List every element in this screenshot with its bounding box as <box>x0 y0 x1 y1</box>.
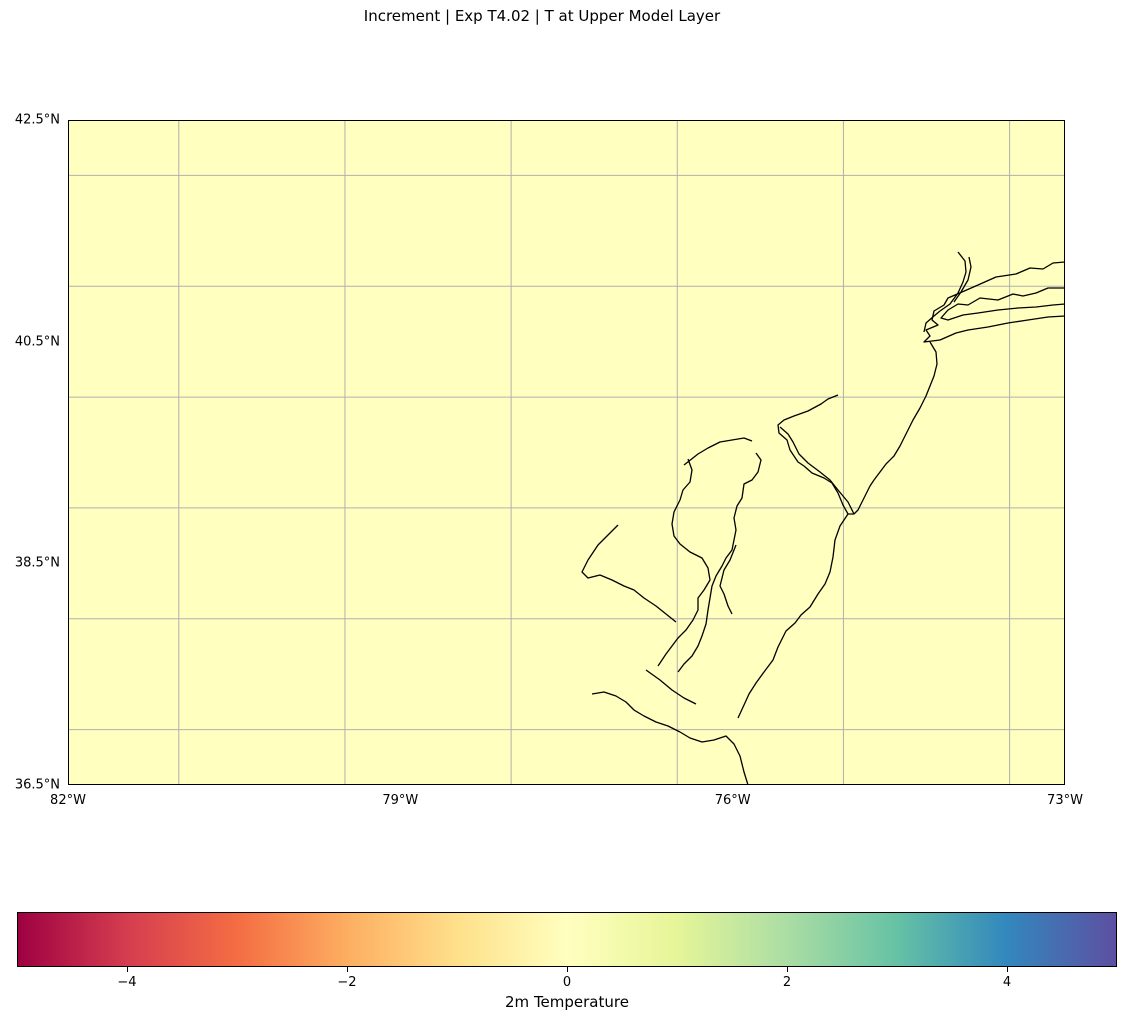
chesapeake-inner-marsh <box>719 544 737 615</box>
hudson-river-shore-west <box>953 256 972 303</box>
latitude-tick-label: 36.5°N <box>14 777 60 793</box>
colorbar <box>17 912 1117 967</box>
longitude-tick-label: 82°W <box>50 793 86 808</box>
james-river <box>645 669 697 705</box>
longitude-tick-label: 76°W <box>714 793 751 808</box>
colorbar-tick-mark <box>1007 967 1008 972</box>
potomac-river <box>581 524 677 623</box>
colorbar-tick-label: 2 <box>782 975 792 990</box>
long-island-south-shore <box>940 287 1065 321</box>
colorbar-tick-mark <box>567 967 568 972</box>
colorbar-tick-mark <box>347 967 348 972</box>
chesapeake-west-shore <box>657 458 711 667</box>
latitude-tick-label: 40.5°N <box>14 334 60 350</box>
delmarva-east-coast <box>737 513 849 719</box>
hudson-river-shore <box>923 251 967 333</box>
virginia-coast-south <box>679 731 749 785</box>
delaware-bay-east <box>779 426 855 515</box>
map-panel <box>68 120 1065 785</box>
new-jersey-coast <box>777 341 938 515</box>
rappahannock-river <box>591 691 681 733</box>
coastlines <box>581 251 1065 785</box>
colorbar-tick-mark <box>787 967 788 972</box>
latitude-tick-label: 42.5°N <box>14 112 60 128</box>
colorbar-tick-label: 0 <box>562 975 572 990</box>
graticule <box>68 120 1065 785</box>
latitude-tick-label: 38.5°N <box>14 555 60 571</box>
colorbar-tick-mark <box>127 967 128 972</box>
delmarva-west-shore <box>677 452 762 673</box>
map-canvas <box>68 120 1065 785</box>
colorbar-tick-label: −2 <box>337 975 357 990</box>
longitude-tick-label: 79°W <box>382 793 419 808</box>
colorbar-tick-label: −4 <box>117 975 137 990</box>
map-border <box>68 120 1065 785</box>
colorbar-tick-label: 4 <box>1002 975 1012 990</box>
colorbar-label: 2m Temperature <box>505 993 629 1011</box>
long-island-north-shore <box>923 261 1065 343</box>
increment-field <box>68 120 1065 785</box>
figure-title: Increment | Exp T4.02 | T at Upper Model… <box>363 7 721 25</box>
chesapeake-east-inlets <box>683 437 753 466</box>
longitude-tick-label: 73°W <box>1047 793 1083 808</box>
